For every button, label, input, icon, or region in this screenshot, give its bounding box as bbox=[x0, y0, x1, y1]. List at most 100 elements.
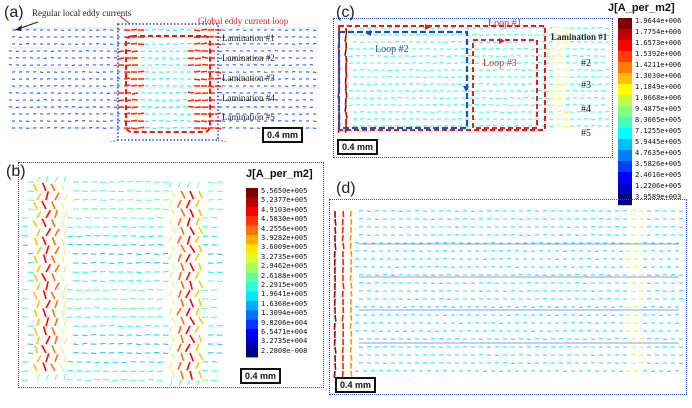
current-vector bbox=[429, 111, 435, 114]
colorbar-c bbox=[618, 18, 632, 206]
global-loop-a bbox=[125, 35, 211, 133]
current-vector bbox=[67, 243, 74, 246]
current-vector bbox=[555, 83, 562, 86]
current-vector bbox=[406, 298, 411, 300]
current-vector bbox=[61, 310, 65, 318]
current-vector bbox=[216, 343, 223, 346]
current-vector bbox=[369, 90, 375, 92]
panel-b: J[A_per_m2] 5.5650e+005 5.2377e+005 4.9103… bbox=[18, 162, 324, 388]
current-vector bbox=[590, 234, 595, 236]
colorbar-tick-label: 4.5830e+005 bbox=[261, 215, 308, 224]
current-vector bbox=[147, 289, 155, 291]
current-vector bbox=[359, 41, 365, 44]
current-vector bbox=[507, 242, 512, 244]
current-vector bbox=[344, 104, 347, 112]
current-vector bbox=[175, 91, 181, 94]
current-vector bbox=[492, 111, 498, 113]
current-vector bbox=[558, 338, 563, 340]
current-vector bbox=[25, 43, 30, 45]
current-vector bbox=[76, 235, 83, 238]
current-vector bbox=[394, 41, 400, 43]
current-vector bbox=[210, 298, 218, 301]
current-vector bbox=[168, 64, 174, 67]
current-vector bbox=[334, 314, 337, 322]
current-vector bbox=[211, 226, 218, 229]
colorbar-segment bbox=[618, 139, 632, 151]
current-vector bbox=[595, 258, 600, 260]
current-vector bbox=[187, 99, 195, 102]
current-vector bbox=[157, 243, 164, 246]
current-vector bbox=[186, 361, 191, 371]
colorbar-c-panel: J[A_per_m2] 1.9644e+006 1.7754e+006 1.6573… bbox=[608, 0, 692, 212]
current-vector bbox=[135, 261, 142, 264]
current-vector bbox=[189, 334, 196, 344]
current-vector bbox=[140, 50, 146, 52]
colorbar-tick-label: 5.5650e+005 bbox=[261, 187, 308, 195]
current-vector bbox=[51, 236, 56, 246]
current-vector bbox=[369, 54, 375, 57]
current-vector bbox=[32, 291, 38, 300]
current-vector bbox=[74, 120, 79, 122]
current-vector bbox=[675, 242, 680, 245]
current-vector bbox=[81, 253, 88, 255]
current-vector bbox=[526, 234, 531, 237]
colorbar-tick-label: 1.6573e+006 bbox=[635, 39, 682, 47]
colorbar-title-c: J[A_per_m2] bbox=[608, 2, 675, 14]
current-vector bbox=[72, 198, 80, 201]
current-vector bbox=[478, 217, 483, 220]
current-vector bbox=[135, 279, 142, 282]
current-vector bbox=[22, 370, 29, 373]
current-vector bbox=[21, 288, 29, 291]
current-vector bbox=[117, 50, 125, 53]
current-vector bbox=[598, 274, 603, 276]
current-vector bbox=[50, 363, 56, 372]
current-vector bbox=[474, 104, 480, 106]
current-vector bbox=[630, 282, 637, 284]
current-vector bbox=[51, 345, 56, 354]
current-vector bbox=[33, 327, 38, 336]
current-vector bbox=[176, 307, 182, 316]
current-vector bbox=[633, 305, 640, 308]
current-vector bbox=[626, 330, 632, 333]
current-vector bbox=[430, 218, 435, 220]
current-vector bbox=[81, 334, 88, 336]
current-vector bbox=[99, 324, 106, 327]
colorbar-tick-label: 6.5471e+004 bbox=[261, 328, 308, 336]
current-vector bbox=[630, 209, 636, 212]
current-vector bbox=[194, 235, 200, 244]
colorbar-segment bbox=[618, 18, 632, 30]
lamination-label: #2 bbox=[581, 58, 591, 69]
current-vector bbox=[153, 351, 160, 354]
current-vector bbox=[590, 210, 595, 212]
current-vector bbox=[60, 346, 65, 354]
current-vector bbox=[593, 90, 599, 92]
current-vector bbox=[194, 271, 200, 280]
current-vector bbox=[137, 126, 145, 129]
current-vector bbox=[168, 253, 173, 261]
current-vector bbox=[443, 314, 448, 316]
lamination-label: Lamination #4 bbox=[222, 93, 275, 103]
current-vector bbox=[569, 76, 575, 78]
current-vector bbox=[216, 324, 223, 327]
colorbar-segment bbox=[246, 244, 258, 254]
current-vector bbox=[557, 48, 564, 50]
current-vector bbox=[36, 300, 41, 309]
current-vector bbox=[619, 250, 624, 252]
current-vector bbox=[108, 208, 116, 210]
current-vector bbox=[344, 97, 347, 105]
current-vector bbox=[99, 181, 107, 184]
current-vector bbox=[403, 306, 408, 308]
current-vector bbox=[201, 289, 209, 292]
current-vector bbox=[177, 325, 182, 335]
colorbar-segment bbox=[618, 183, 632, 195]
current-vector bbox=[182, 98, 188, 101]
current-vector bbox=[94, 234, 101, 237]
current-vector bbox=[193, 29, 201, 32]
current-vector bbox=[36, 374, 40, 381]
current-vector bbox=[196, 181, 200, 189]
current-vector bbox=[443, 258, 448, 260]
panel-b-label: (b) bbox=[6, 163, 26, 180]
current-vector bbox=[126, 207, 134, 210]
current-vector bbox=[355, 55, 361, 57]
current-vector bbox=[117, 325, 124, 327]
